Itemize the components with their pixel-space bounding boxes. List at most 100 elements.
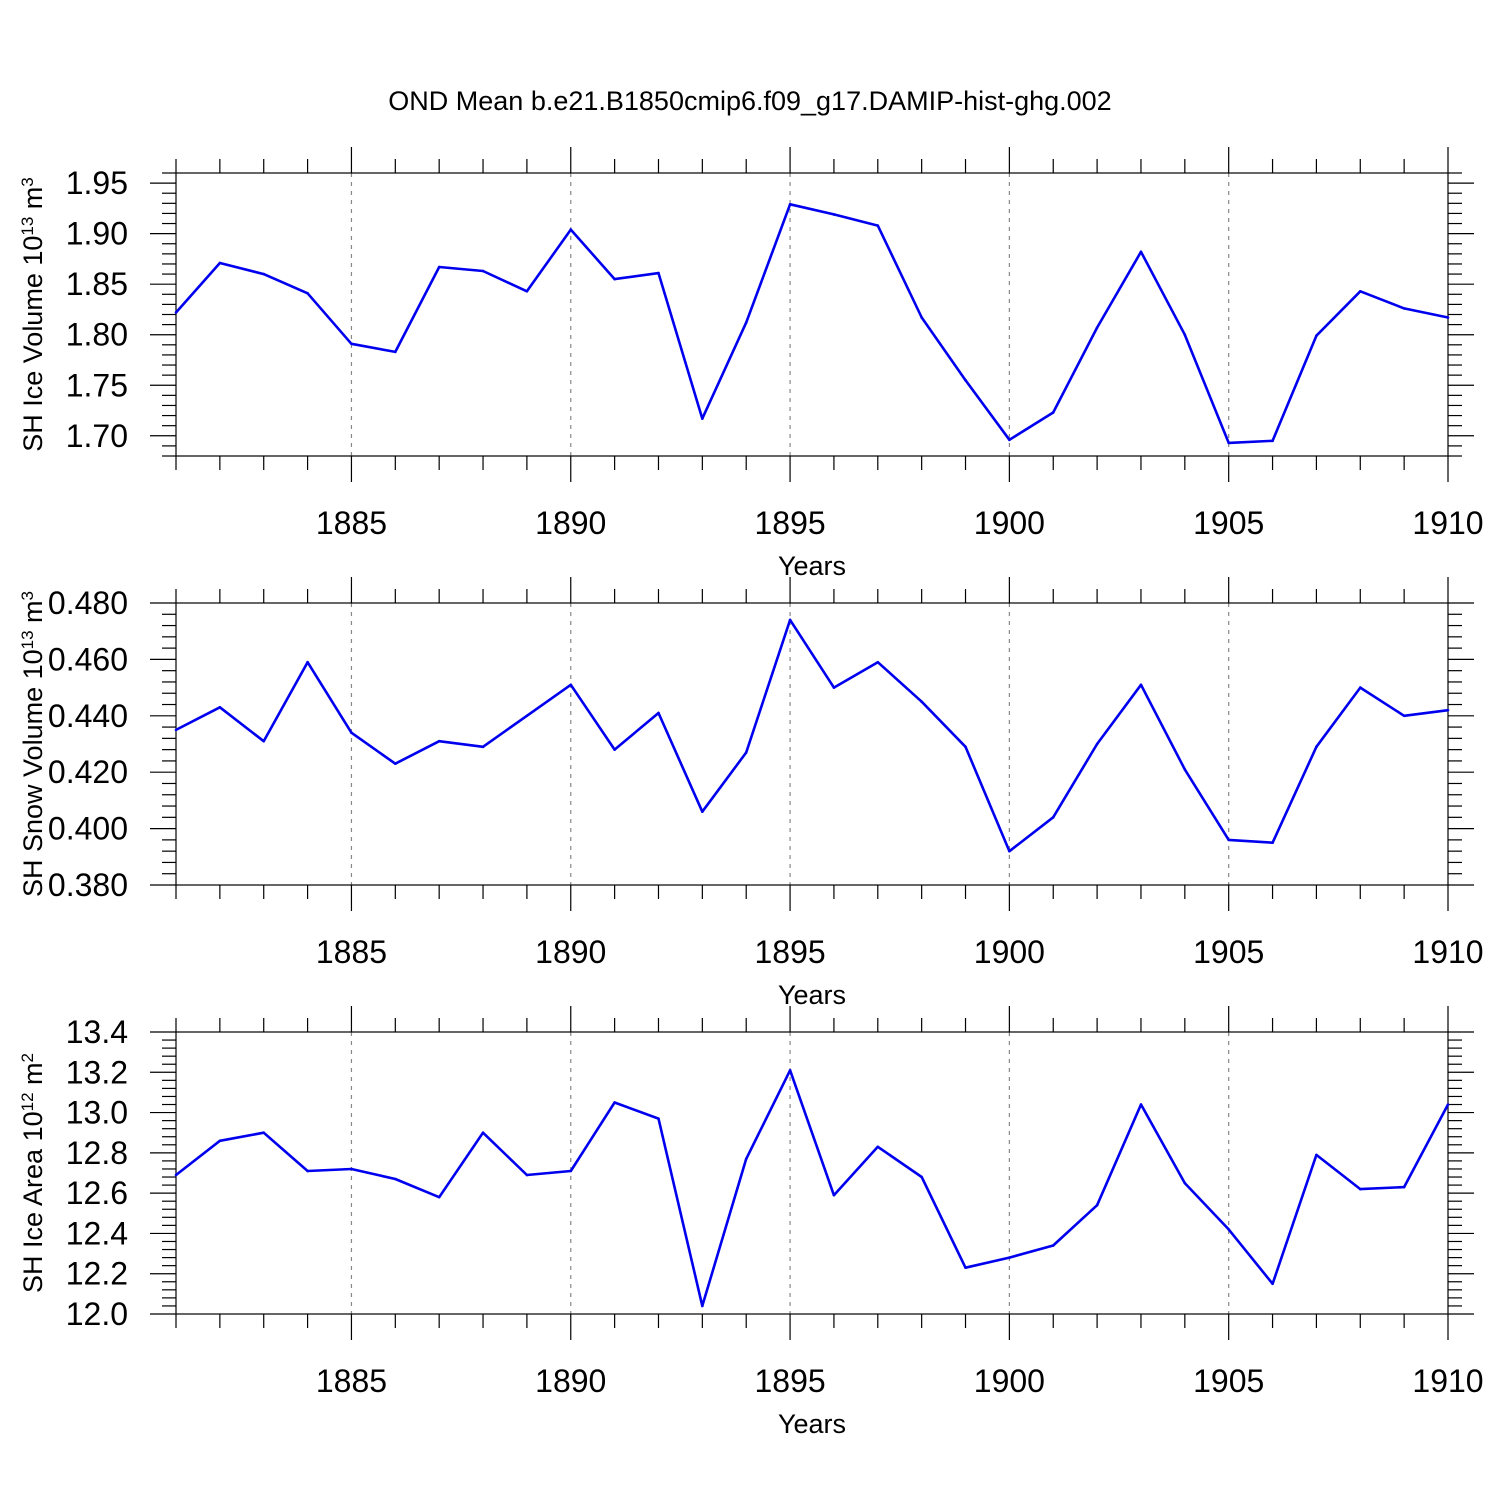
data-point-1885 xyxy=(350,342,353,346)
y-axis-label: SH Snow Volume 1013 m3 xyxy=(18,591,49,897)
data-point-1901 xyxy=(1051,411,1055,414)
data-point-1890 xyxy=(569,683,573,687)
data-point-1900 xyxy=(1008,1256,1011,1259)
data-point-1892 xyxy=(657,1117,660,1120)
data-point-1893 xyxy=(701,1304,704,1308)
y-axis-label-exponent: 13 xyxy=(18,217,37,236)
data-point-1903 xyxy=(1139,683,1143,687)
data-point-1907 xyxy=(1315,1153,1318,1157)
y-tick-label-12.0: 12.0 xyxy=(66,1296,128,1332)
data-point-1910 xyxy=(1446,316,1450,319)
data-point-1900 xyxy=(1008,438,1011,442)
data-point-1904 xyxy=(1183,768,1187,771)
data-point-1891 xyxy=(613,748,616,751)
y-axis-label-text: SH Ice Area 10 xyxy=(18,1111,48,1293)
data-point-1895 xyxy=(788,1068,792,1072)
data-point-1910 xyxy=(1446,708,1450,712)
data-point-1910 xyxy=(1446,1103,1450,1106)
data-point-1885 xyxy=(350,1167,353,1171)
data-point-1897 xyxy=(876,1145,880,1149)
x-tick-label-1885: 1885 xyxy=(316,934,387,970)
y-axis-label-text: SH Snow Volume 10 xyxy=(18,649,48,897)
data-point-1903 xyxy=(1139,250,1143,254)
data-point-1892 xyxy=(657,271,660,275)
data-point-1886 xyxy=(394,350,397,354)
y-axis-label-unit: m xyxy=(18,187,48,217)
figure-title: OND Mean b.e21.B1850cmip6.f09_g17.DAMIP-… xyxy=(388,86,1111,116)
y-tick-label-1.90: 1.90 xyxy=(66,216,128,252)
data-point-1887 xyxy=(437,739,441,743)
y-axis-label-unit-exponent: 3 xyxy=(18,177,37,186)
y-axis-label-unit: m xyxy=(18,1062,48,1092)
y-tick-label-1.70: 1.70 xyxy=(66,418,128,454)
data-point-1881 xyxy=(174,728,178,732)
data-point-1884 xyxy=(306,1169,309,1173)
data-point-1909 xyxy=(1402,307,1406,310)
data-point-1898 xyxy=(920,700,923,703)
data-point-1881 xyxy=(174,311,178,314)
y-tick-label-0.400: 0.400 xyxy=(48,811,128,847)
data-point-1905 xyxy=(1227,441,1230,445)
x-tick-label-1905: 1905 xyxy=(1193,934,1264,970)
x-tick-label-1885: 1885 xyxy=(316,505,387,541)
chart-panel-1: 1885 1890 1895 1900 1905 1910 1.70 1.75 1.80 1.85… xyxy=(18,147,1484,581)
data-point-1908 xyxy=(1358,1187,1362,1191)
data-point-1898 xyxy=(920,1175,923,1179)
data-point-1897 xyxy=(876,660,880,664)
data-point-1898 xyxy=(920,316,923,319)
data-point-1899 xyxy=(964,378,967,382)
data-point-1883 xyxy=(262,272,266,276)
data-point-1894 xyxy=(744,1157,748,1161)
y-axis-label: SH Ice Volume 1013 m3 xyxy=(18,177,49,452)
data-point-1882 xyxy=(218,706,222,709)
data-point-1886 xyxy=(394,1177,397,1181)
x-tick-label-1910: 1910 xyxy=(1412,1363,1483,1399)
y-axis-label-text: SH Ice Volume 10 xyxy=(18,236,48,452)
data-point-1893 xyxy=(701,810,704,813)
x-tick-label-1890: 1890 xyxy=(535,934,606,970)
y-tick-label-0.460: 0.460 xyxy=(48,641,128,677)
data-point-1889 xyxy=(525,289,529,293)
x-tick-label-1905: 1905 xyxy=(1193,1363,1264,1399)
data-point-1884 xyxy=(306,660,309,664)
data-point-1890 xyxy=(569,228,573,231)
y-tick-label-12.2: 12.2 xyxy=(66,1256,128,1292)
data-point-1891 xyxy=(613,1101,616,1104)
data-point-1891 xyxy=(613,277,616,281)
data-point-1888 xyxy=(481,269,485,273)
data-point-1906 xyxy=(1271,1282,1274,1286)
x-tick-label-1895: 1895 xyxy=(754,934,825,970)
data-point-1893 xyxy=(701,417,704,420)
data-point-1904 xyxy=(1183,1181,1187,1185)
y-tick-label-0.480: 0.480 xyxy=(48,585,128,621)
y-tick-label-0.420: 0.420 xyxy=(48,754,128,790)
data-point-1909 xyxy=(1402,714,1406,718)
y-tick-label-1.95: 1.95 xyxy=(66,165,128,201)
x-axis-label: Years xyxy=(778,551,846,581)
y-tick-label-13.0: 13.0 xyxy=(66,1095,128,1131)
x-tick-label-1885: 1885 xyxy=(316,1363,387,1399)
y-axis-label-unit-exponent: 2 xyxy=(18,1053,37,1062)
data-point-1903 xyxy=(1139,1103,1143,1106)
x-tick-label-1900: 1900 xyxy=(974,934,1045,970)
plot-frame xyxy=(175,172,1449,457)
data-point-1896 xyxy=(832,213,836,216)
y-tick-label-12.8: 12.8 xyxy=(66,1135,128,1171)
data-point-1902 xyxy=(1095,1203,1099,1207)
data-point-1907 xyxy=(1315,334,1318,338)
x-tick-label-1900: 1900 xyxy=(974,505,1045,541)
data-point-1908 xyxy=(1358,686,1362,689)
data-point-1894 xyxy=(744,751,748,754)
y-tick-label-1.85: 1.85 xyxy=(66,266,128,302)
series-line xyxy=(175,203,1449,445)
data-point-1894 xyxy=(744,321,748,324)
data-point-1890 xyxy=(569,1169,573,1173)
data-point-1899 xyxy=(964,745,967,749)
x-tick-label-1890: 1890 xyxy=(535,505,606,541)
data-point-1883 xyxy=(262,1131,266,1135)
y-axis-label-unit-exponent: 3 xyxy=(18,591,37,600)
data-point-1900 xyxy=(1008,849,1011,853)
data-point-1883 xyxy=(262,739,266,743)
data-point-1888 xyxy=(481,1131,485,1135)
